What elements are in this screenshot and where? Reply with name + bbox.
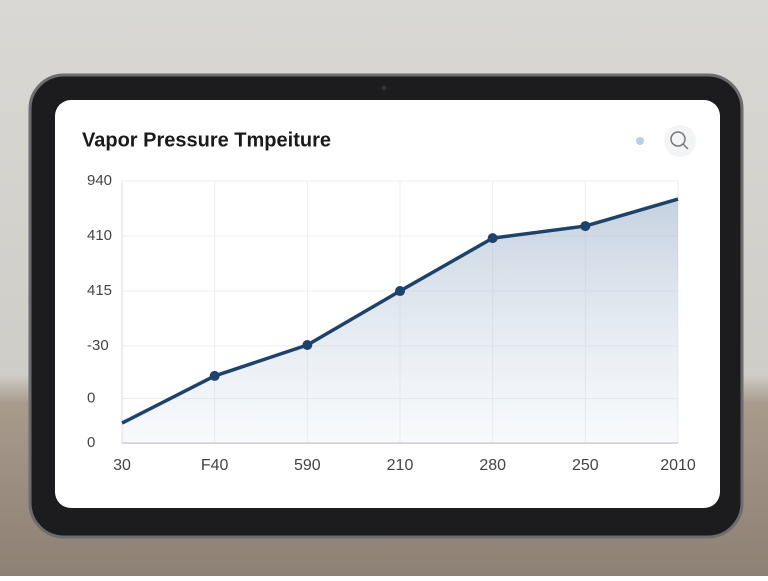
y-tick-label: 0 bbox=[87, 389, 95, 406]
x-tick-label: F40 bbox=[201, 457, 229, 474]
x-tick-label: 2010 bbox=[660, 457, 696, 474]
point bbox=[302, 340, 313, 351]
point bbox=[580, 221, 591, 232]
x-tick-label: 280 bbox=[479, 457, 506, 474]
y-tick-label: 415 bbox=[87, 282, 112, 299]
point bbox=[395, 286, 405, 297]
y-tick-label: 410 bbox=[87, 227, 112, 244]
x-tick-label: 210 bbox=[387, 457, 414, 474]
y-tick-label: 940 bbox=[87, 172, 112, 189]
search-icon-handle bbox=[682, 143, 689, 150]
x-tick-label: 250 bbox=[572, 457, 599, 474]
search-icon bbox=[670, 131, 686, 147]
y-tick-label: 0 bbox=[87, 434, 95, 451]
camera bbox=[381, 85, 387, 91]
chart-title: Vapor Pressure Tmpeiture bbox=[82, 129, 331, 151]
x-tick-label: 590 bbox=[294, 457, 321, 474]
point bbox=[209, 370, 220, 381]
status-dot bbox=[636, 137, 644, 145]
x-tick-label: 30 bbox=[113, 457, 131, 474]
area-fill bbox=[122, 199, 678, 443]
search-button[interactable] bbox=[664, 125, 696, 157]
point bbox=[487, 233, 498, 244]
y-tick-label: -30 bbox=[87, 337, 109, 354]
